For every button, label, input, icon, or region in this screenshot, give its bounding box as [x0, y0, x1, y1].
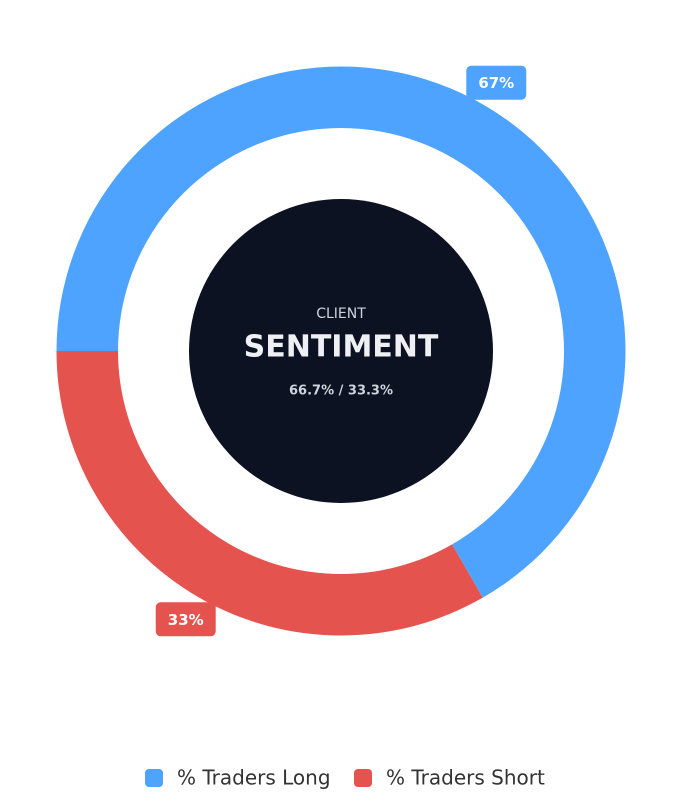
legend-swatch[interactable] [145, 769, 163, 787]
value-label-box [155, 602, 216, 637]
legend-label[interactable]: % Traders Long [177, 766, 331, 790]
value-label: 67% [478, 74, 514, 92]
center-title: SENTIMENT [244, 330, 439, 365]
donut-segment [56, 351, 483, 636]
center-text: 66.7% / 33.3% [289, 384, 393, 399]
center-caption: CLIENT [316, 306, 366, 322]
legend-label[interactable]: % Traders Short [386, 766, 545, 790]
legend-swatch[interactable] [354, 769, 372, 787]
center-disc [189, 199, 493, 503]
value-label: 33% [168, 611, 204, 629]
value-label-box [466, 65, 527, 100]
